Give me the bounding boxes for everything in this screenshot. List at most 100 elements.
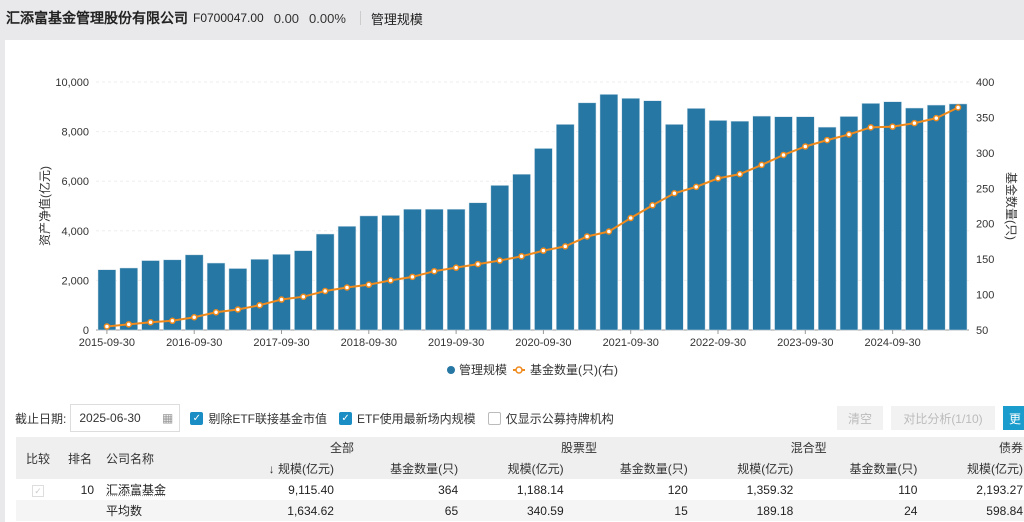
line-point[interactable] <box>365 281 373 288</box>
line-point[interactable] <box>758 161 765 169</box>
line-point[interactable] <box>605 228 613 235</box>
col-stock-scale[interactable]: 规模(亿元) <box>464 458 570 479</box>
line-point[interactable] <box>692 183 700 191</box>
line-point[interactable] <box>474 260 482 268</box>
bar[interactable] <box>730 120 749 331</box>
group-stock: 股票型 <box>464 437 694 458</box>
compare-checkbox[interactable]: ✓ <box>16 479 60 500</box>
line-point[interactable] <box>147 318 154 326</box>
line-point[interactable] <box>627 214 634 222</box>
line-point[interactable] <box>780 151 787 159</box>
bar[interactable] <box>599 94 619 331</box>
bar[interactable] <box>294 250 313 331</box>
bar[interactable] <box>708 120 728 331</box>
line-point[interactable] <box>911 119 918 127</box>
compare-button[interactable]: 对比分析(1/10) <box>891 406 995 430</box>
value-cell: 24 <box>799 500 924 521</box>
col-stock-count[interactable]: 基金数量(只) <box>569 458 694 479</box>
bar[interactable] <box>163 259 182 331</box>
bar[interactable] <box>905 107 924 331</box>
licensed-only-checkbox[interactable]: 仅显示公募持牌机构 <box>487 410 614 427</box>
bar[interactable] <box>948 103 968 331</box>
line-point[interactable] <box>278 296 285 303</box>
line-point[interactable] <box>212 309 220 316</box>
bar[interactable] <box>228 268 248 331</box>
bar[interactable] <box>119 267 138 331</box>
legend-item-scale[interactable]: 管理规模 <box>459 362 507 377</box>
more-button[interactable]: 更 <box>1003 406 1024 430</box>
checkbox-label: 仅显示公募持牌机构 <box>505 411 614 426</box>
bar[interactable] <box>272 254 291 331</box>
value-cell: 9,115.40 <box>288 482 334 497</box>
etf-latest-scale-checkbox[interactable]: ✓ ETF使用最新场内规模 <box>339 410 476 427</box>
calendar-icon[interactable]: ▦ <box>162 411 174 425</box>
line-point[interactable] <box>671 189 678 197</box>
line-point[interactable] <box>823 136 831 144</box>
bar[interactable] <box>556 124 575 331</box>
line-point[interactable] <box>234 306 242 313</box>
line-point[interactable] <box>933 114 940 122</box>
bar[interactable] <box>861 103 880 331</box>
line-point[interactable] <box>321 287 329 295</box>
bar[interactable] <box>534 148 553 331</box>
line-point[interactable] <box>714 175 722 182</box>
table-row: 平均数 1,634.62 65 340.59 15 189.18 24 598.84 <box>16 500 1024 521</box>
col-bond-scale[interactable]: 规模(亿元) <box>923 458 1024 479</box>
line-point[interactable] <box>845 131 853 138</box>
compare-checkbox[interactable] <box>16 500 60 521</box>
bar[interactable] <box>250 259 269 331</box>
line-point[interactable] <box>889 123 896 130</box>
bar[interactable] <box>206 262 226 331</box>
line-point[interactable] <box>583 233 591 240</box>
line-point[interactable] <box>802 143 809 150</box>
line-point[interactable] <box>300 293 307 300</box>
line-point[interactable] <box>736 170 744 178</box>
line-point[interactable] <box>867 124 875 131</box>
col-all-count[interactable]: 基金数量(只) <box>339 458 465 479</box>
bar[interactable] <box>381 215 400 331</box>
line-point[interactable] <box>561 243 569 250</box>
bar[interactable] <box>883 101 902 331</box>
line-point[interactable] <box>409 273 416 281</box>
bar[interactable] <box>141 260 160 331</box>
tab-management-scale[interactable]: 管理规模 <box>370 11 423 27</box>
line-point[interactable] <box>518 253 525 260</box>
line-point[interactable] <box>954 104 962 111</box>
line-point[interactable] <box>256 301 263 309</box>
clear-button[interactable]: 清空 <box>837 406 883 430</box>
bar[interactable] <box>643 100 662 331</box>
line-point[interactable] <box>169 317 176 325</box>
line-point[interactable] <box>540 247 547 254</box>
bar[interactable] <box>839 116 859 331</box>
bar[interactable] <box>774 116 793 331</box>
bar[interactable] <box>577 102 597 331</box>
company-name-cell[interactable]: 汇添富基金 <box>106 483 167 497</box>
bar[interactable] <box>337 226 357 331</box>
line-point[interactable] <box>431 267 438 275</box>
bar[interactable] <box>316 233 335 331</box>
line-point[interactable] <box>387 277 394 284</box>
line-point[interactable] <box>452 264 460 271</box>
bar[interactable] <box>752 115 771 331</box>
exclude-etf-feeder-checkbox[interactable]: ✓ 剔除ETF联接基金市值 <box>190 410 327 427</box>
bar[interactable] <box>359 215 378 331</box>
line-point[interactable] <box>496 257 504 264</box>
line-point[interactable] <box>343 284 351 291</box>
bar[interactable] <box>817 126 837 331</box>
date-input[interactable]: 2025-06-30 ▦ <box>70 404 181 432</box>
bar[interactable] <box>403 208 422 331</box>
col-mixed-scale[interactable]: 规模(亿元) <box>693 458 800 479</box>
line-point[interactable] <box>190 313 198 321</box>
legend-item-count[interactable]: 基金数量(只)(右) <box>530 362 618 377</box>
bar[interactable] <box>927 104 946 331</box>
bar[interactable] <box>97 269 117 331</box>
bar[interactable] <box>687 108 706 331</box>
col-all-scale[interactable]: ↓ 规模(亿元) <box>220 458 340 479</box>
line-point[interactable] <box>103 323 111 330</box>
bar[interactable] <box>512 174 531 331</box>
bar[interactable] <box>665 124 684 331</box>
line-point[interactable] <box>649 202 656 209</box>
col-mixed-count[interactable]: 基金数量(只) <box>799 458 924 479</box>
fund-count-line <box>106 106 959 328</box>
line-point[interactable] <box>125 321 132 328</box>
